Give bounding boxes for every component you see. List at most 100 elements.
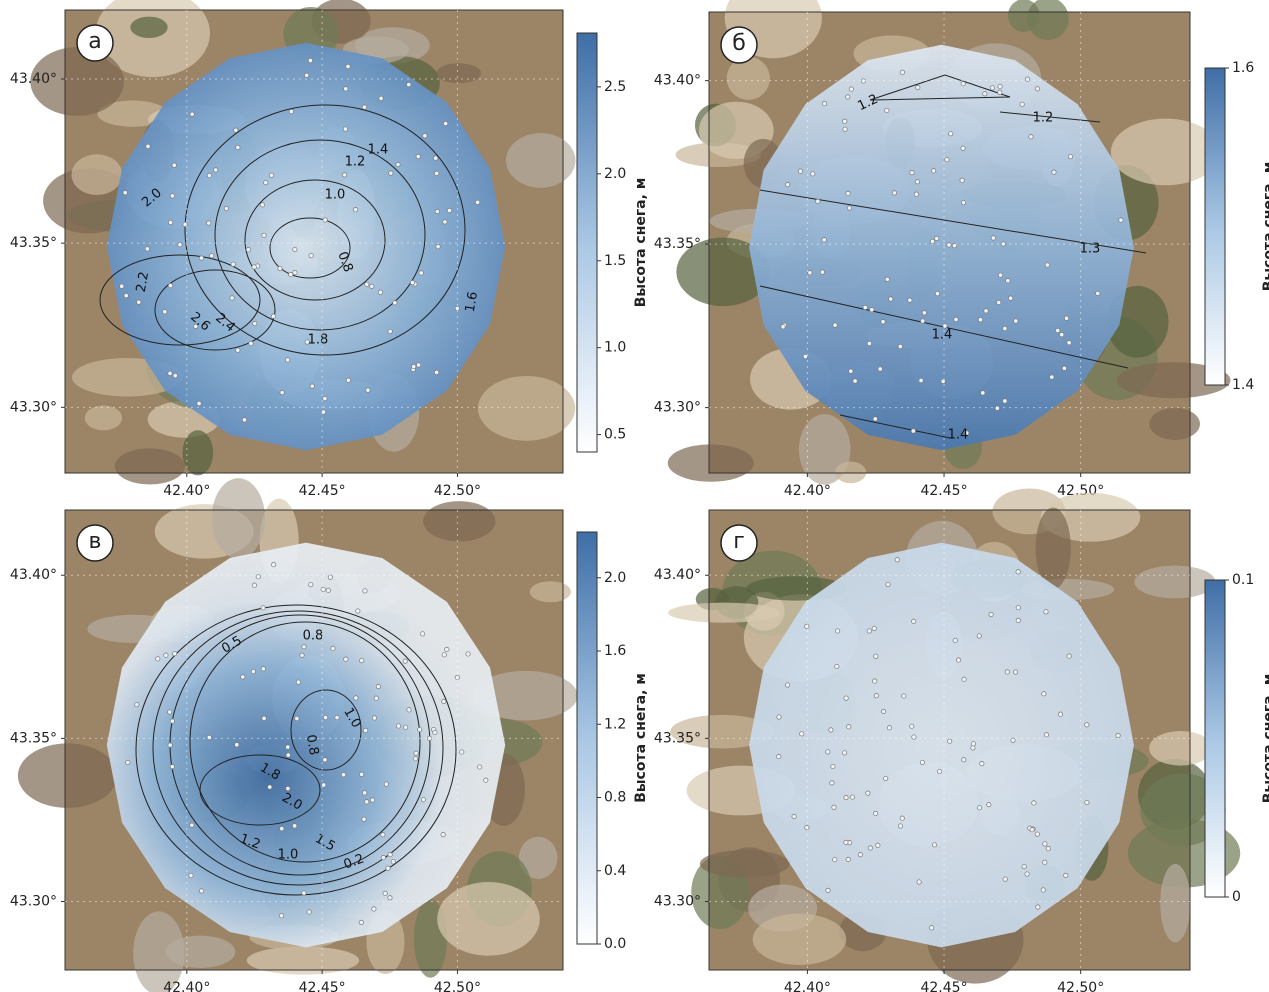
station: [308, 582, 314, 588]
station: [377, 289, 383, 295]
station: [845, 190, 851, 197]
station: [188, 872, 194, 879]
station: [409, 280, 416, 286]
x-tick-label: 42.40°: [163, 980, 210, 992]
station: [1057, 711, 1064, 717]
station: [167, 742, 173, 748]
colorbar: [576, 32, 598, 453]
station: [167, 709, 173, 715]
station: [285, 744, 291, 750]
terrain-patch: [518, 836, 558, 879]
terrain-patch: [667, 444, 754, 482]
station: [1115, 732, 1121, 739]
station: [819, 269, 825, 275]
contour-label: 0.8: [303, 734, 321, 757]
station: [960, 200, 967, 206]
terrain-patch: [211, 478, 266, 559]
station: [285, 357, 291, 363]
station: [392, 300, 398, 306]
colorbar-tick-label: 2.0: [604, 166, 626, 182]
station: [454, 305, 460, 311]
station: [843, 839, 849, 845]
station: [299, 652, 305, 658]
y-tick-label: 43.35°: [10, 730, 57, 746]
station: [277, 265, 283, 272]
station: [791, 814, 797, 820]
station: [230, 261, 236, 267]
station: [465, 651, 471, 657]
station: [931, 168, 937, 174]
station: [371, 906, 377, 912]
station: [860, 78, 866, 84]
station: [306, 909, 312, 915]
terrain-patch: [84, 405, 123, 431]
station: [780, 324, 786, 330]
station: [897, 823, 904, 829]
panel-label: г: [733, 529, 745, 554]
terrain-patch: [17, 743, 118, 808]
station: [1013, 318, 1019, 324]
station: [134, 702, 140, 708]
contour-label: 1.4: [932, 328, 953, 343]
station: [223, 206, 229, 212]
station: [976, 805, 983, 811]
station: [380, 832, 386, 838]
station: [845, 856, 851, 863]
contour-label: 1.0: [278, 848, 299, 863]
station: [848, 86, 854, 92]
station: [172, 373, 178, 379]
x-tick-label: 42.40°: [784, 980, 831, 992]
station: [416, 362, 422, 368]
station: [279, 390, 285, 396]
station: [441, 698, 447, 704]
colorbar-tick-label: 0.4: [604, 863, 626, 879]
station: [852, 378, 858, 384]
station: [830, 763, 836, 770]
colorbar-tick-label: 0: [1232, 889, 1241, 905]
station: [330, 645, 336, 652]
station: [365, 387, 371, 393]
station: [886, 725, 893, 731]
station: [899, 815, 905, 821]
snow-field: [749, 44, 1134, 451]
station: [832, 322, 838, 328]
station: [122, 190, 128, 196]
station: [865, 790, 871, 796]
station: [990, 235, 996, 241]
contour: [184, 104, 466, 356]
station: [1002, 876, 1008, 882]
terrain-patch: [505, 133, 576, 188]
plot-frame: [708, 11, 1191, 474]
station: [1064, 315, 1070, 321]
station: [387, 328, 393, 334]
station: [342, 126, 348, 132]
terrain-patch: [1116, 362, 1231, 399]
station: [932, 842, 938, 848]
station: [994, 405, 1000, 411]
station: [1002, 398, 1008, 404]
colorbar-label: Высота снега, м: [1261, 162, 1269, 292]
station: [867, 845, 873, 851]
colorbar-tick-label: 0.0: [604, 936, 626, 952]
station: [327, 574, 333, 580]
terrain-patch: [95, 0, 210, 78]
station: [199, 888, 205, 894]
station: [825, 749, 831, 755]
station: [235, 144, 241, 151]
station: [334, 715, 340, 721]
station: [177, 242, 183, 248]
station: [997, 89, 1003, 95]
station: [934, 235, 940, 241]
station: [209, 253, 215, 259]
station: [233, 127, 239, 133]
station: [946, 242, 952, 248]
station: [1029, 827, 1035, 833]
station: [245, 247, 251, 253]
terrain-patch: [71, 154, 123, 196]
station: [1042, 859, 1048, 865]
contour: [152, 610, 444, 886]
station: [206, 220, 212, 226]
station: [875, 842, 881, 848]
station: [241, 417, 248, 423]
station: [872, 678, 878, 684]
